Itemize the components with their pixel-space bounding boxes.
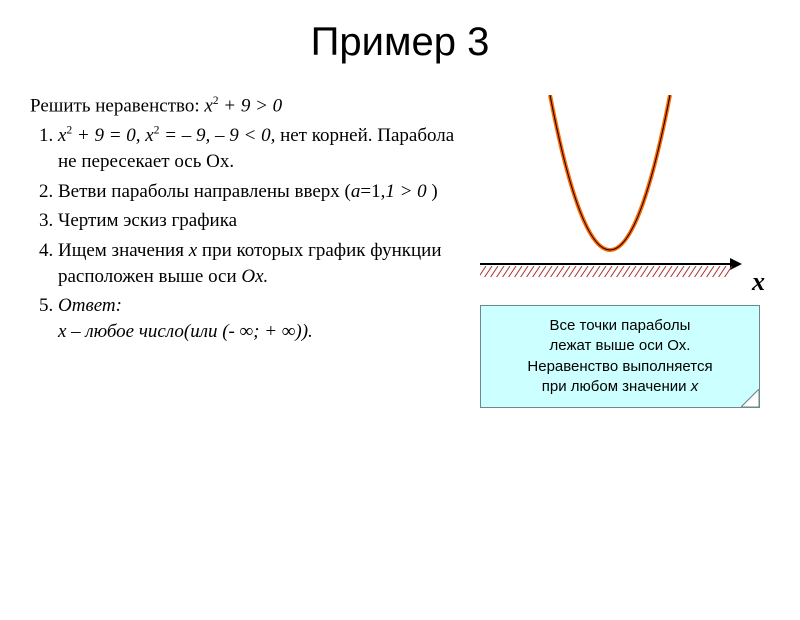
parabola-inner <box>550 95 670 250</box>
x-axis-hatching <box>480 265 735 277</box>
s5-b: х – любое число(или (- ∞; + ∞)). <box>58 321 313 342</box>
info-l3: Неравенство выполняется <box>527 358 712 375</box>
problem-statement: Решить неравенство: x2 + 9 > 0 <box>30 95 459 117</box>
step-5: Ответ: х – любое число(или (- ∞; + ∞)). <box>58 293 459 344</box>
info-l4b: х <box>691 378 699 395</box>
content-area: Решить неравенство: x2 + 9 > 0 x2 + 9 = … <box>0 95 800 408</box>
right-column: x Все точки параболы лежат выше оси Ох. … <box>459 95 770 408</box>
x-axis-label: x <box>752 267 765 297</box>
s4-d: Ох. <box>241 266 268 287</box>
s2-e: ) <box>431 181 437 202</box>
parabola-curve <box>530 95 690 255</box>
s2-c: =1, <box>360 181 385 202</box>
page-curl-icon <box>741 389 759 407</box>
s4-a: Ищем значения <box>58 240 189 261</box>
s5-a: Ответ: <box>58 295 122 316</box>
s2-d: 1 > 0 <box>385 181 431 202</box>
steps-list: x2 + 9 = 0, x2 = – 9, – 9 < 0, нет корне… <box>30 123 459 344</box>
left-column: Решить неравенство: x2 + 9 > 0 x2 + 9 = … <box>30 95 459 408</box>
step-1: x2 + 9 = 0, x2 = – 9, – 9 < 0, нет корне… <box>58 123 459 174</box>
s2-a: Ветви параболы направлены вверх ( <box>58 181 351 202</box>
s1-eq: + 9 = 0, x <box>72 125 154 146</box>
step-3: Чертим эскиз графика <box>58 208 459 234</box>
slide-title: Пример 3 <box>0 20 800 65</box>
step-2: Ветви параболы направлены вверх (а=1,1 >… <box>58 179 459 205</box>
problem-x: x <box>204 95 212 116</box>
s2-b: а <box>351 181 361 202</box>
problem-tail: + 9 > 0 <box>219 95 283 116</box>
step-4: Ищем значения х при которых график функц… <box>58 238 459 289</box>
info-l2: лежат выше оси Ох. <box>550 337 691 354</box>
problem-intro: Решить неравенство: <box>30 95 204 116</box>
s4-b: х <box>189 240 197 261</box>
graph-area: x <box>480 95 760 295</box>
info-l4a: при любом значении <box>542 378 691 395</box>
s1-cond: = – 9, – 9 < 0, <box>159 125 280 146</box>
info-l1: Все точки параболы <box>550 317 691 334</box>
info-callout: Все точки параболы лежат выше оси Ох. Не… <box>480 305 760 408</box>
